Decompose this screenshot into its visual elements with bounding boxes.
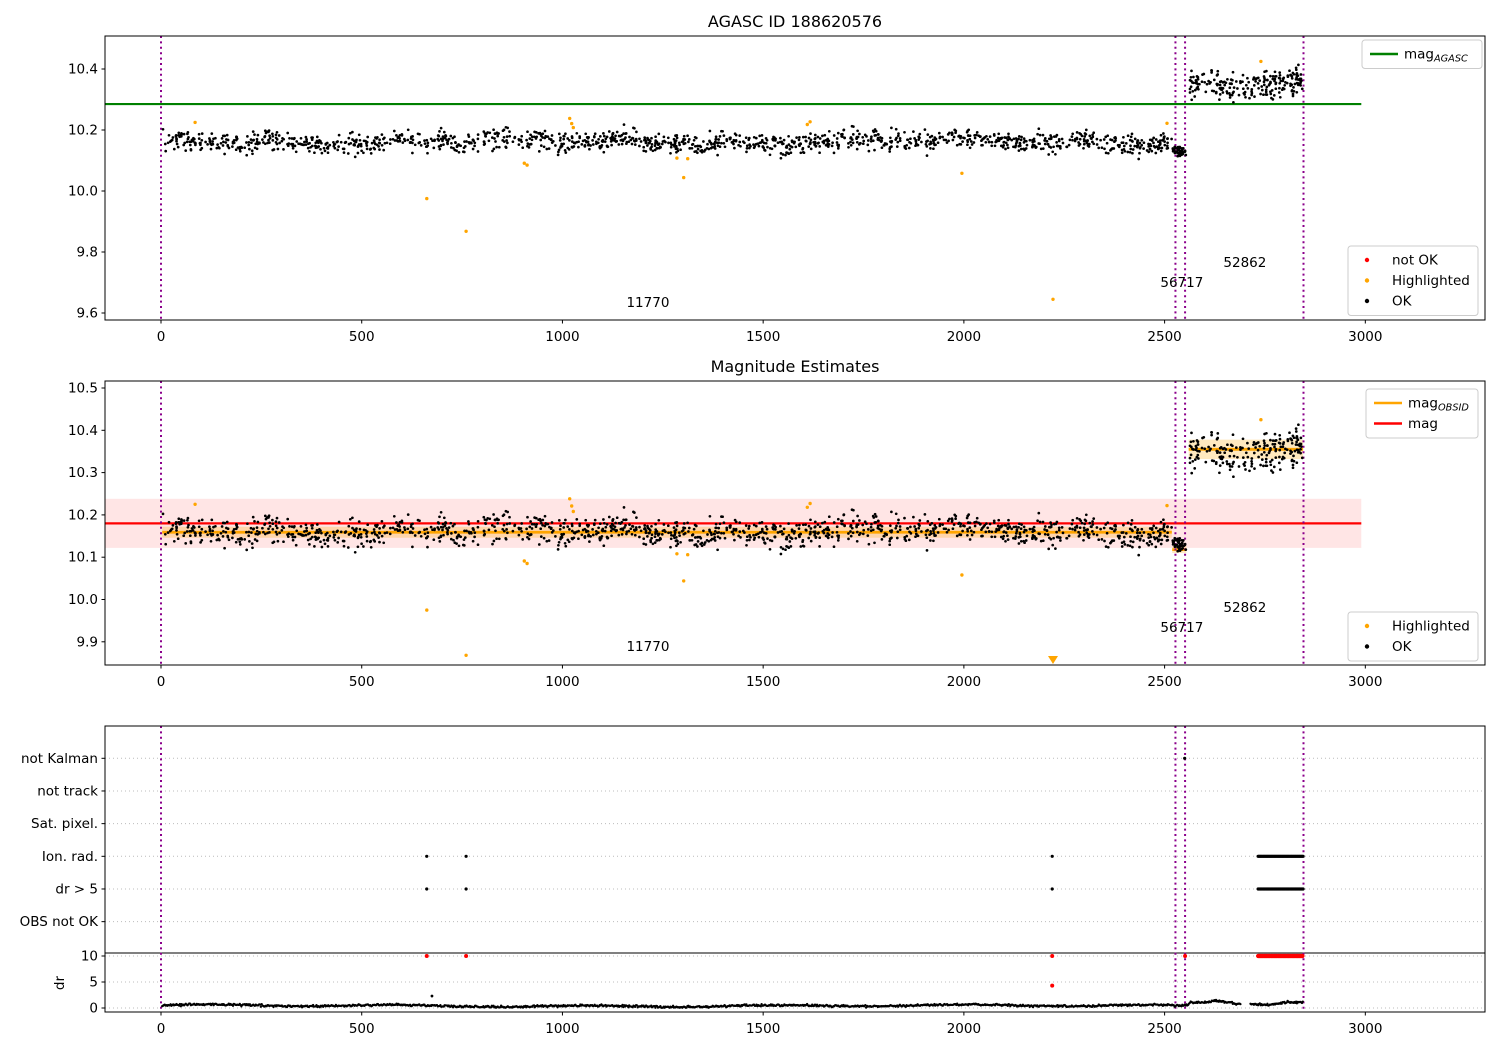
- obsid-annotation: 56717: [1160, 275, 1203, 291]
- scatter-highlighted: [193, 418, 1263, 657]
- clipped-point-marker: [1047, 656, 1058, 664]
- x-tick-label: 1500: [746, 329, 780, 345]
- x-tick-label: 2000: [947, 1021, 981, 1037]
- y-tick-label: 10.1: [68, 550, 98, 566]
- y-tick-label: 10.4: [68, 62, 98, 78]
- flag-category-label: dr > 5: [55, 881, 98, 897]
- x-tick-label: 1000: [545, 1021, 579, 1037]
- y-tick-label: 10.3: [68, 465, 98, 481]
- flag-points: [425, 756, 1305, 891]
- x-axis: 0 500 1000 1500 2000 2500 3000: [157, 1012, 1382, 1037]
- y-tick-label: 10.0: [68, 184, 98, 200]
- obsid-marker-vlines: [160, 36, 1305, 320]
- flag-category-label: Sat. pixel.: [31, 816, 98, 832]
- legend-label: magAGASC: [1404, 47, 1468, 65]
- x-tick-label: 3000: [1348, 674, 1382, 690]
- legend-label: Highlighted: [1392, 273, 1470, 289]
- x-tick-label: 2500: [1147, 1021, 1181, 1037]
- obsid-annotation: 52862: [1223, 600, 1266, 616]
- scatter-highlighted: [193, 59, 1263, 301]
- legend-label: magOBSID: [1408, 396, 1469, 414]
- dr-trace: [161, 998, 1304, 1009]
- plot-title: Magnitude Estimates: [711, 357, 880, 376]
- legend-label: OK: [1392, 639, 1413, 655]
- scatter-ok: [161, 63, 1304, 161]
- x-tick-label: 500: [349, 329, 375, 345]
- obsid-annotation: 56717: [1160, 620, 1203, 636]
- x-tick-label: 500: [349, 674, 375, 690]
- legend-marker-sample: [1364, 623, 1370, 629]
- plot-flags: 0 500 1000 1500 2000 2500 3000 not Kalman not tr…: [20, 725, 1486, 1037]
- legend-label: mag: [1408, 416, 1438, 432]
- flag-category-label: not track: [37, 783, 98, 799]
- y-axis: not Kalman not track Sat. pixel. Ion. rad. d…: [20, 751, 105, 1017]
- plot-mag-estimates: 11770 56717 52862 0 500 1000 1500 2000 2500 3000 9…: [68, 357, 1486, 690]
- dr-tick-label: 5: [89, 975, 98, 991]
- legend-mag-lines: magOBSID mag: [1365, 388, 1479, 439]
- x-tick-label: 1500: [746, 674, 780, 690]
- obsid-marker-vlines: [160, 726, 1305, 1012]
- y-axis: 9.6 9.8 10.0 10.2 10.4: [68, 62, 105, 322]
- obsid-annotations: 11770 56717 52862: [626, 600, 1266, 655]
- plot-agasc-mags: 11770 56717 52862 0 500 1000 1500 2000 2500 3000 9…: [68, 12, 1486, 345]
- legend-marker-sample: [1364, 278, 1370, 283]
- dr-not-ok-points: [424, 953, 1305, 988]
- plot-title: AGASC ID 188620576: [708, 12, 882, 31]
- obsid-annotations: 11770 56717 52862: [626, 255, 1266, 311]
- y-tick-label: 9.9: [77, 634, 98, 650]
- x-tick-label: 1000: [545, 674, 579, 690]
- dr-outlier-point: [430, 994, 434, 998]
- gridlines: [105, 757, 1485, 1009]
- legend-point-classes: not OK Highlighted OK: [1347, 245, 1479, 316]
- legend-label: not OK: [1392, 253, 1439, 269]
- dr-tick-label: 10: [81, 949, 98, 965]
- legend-label: OK: [1392, 294, 1413, 310]
- obsid-annotation: 11770: [626, 639, 669, 655]
- x-axis: 0 500 1000 1500 2000 2500 3000: [157, 665, 1382, 690]
- flag-category-label: Ion. rad.: [42, 849, 98, 865]
- obsid-annotation: 11770: [626, 295, 669, 311]
- flag-category-label: OBS not OK: [20, 914, 100, 930]
- x-tick-label: 1000: [545, 329, 579, 345]
- x-tick-label: 2000: [947, 674, 981, 690]
- x-tick-label: 0: [157, 1021, 166, 1037]
- y-axis: 9.9 10.0 10.1 10.2 10.3 10.4 10.5: [68, 381, 105, 650]
- x-tick-label: 2000: [947, 329, 981, 345]
- obsid-annotation: 52862: [1223, 255, 1266, 271]
- y-tick-label: 10.2: [68, 507, 98, 523]
- y-tick-label: 10.0: [68, 592, 98, 608]
- x-tick-label: 1500: [746, 1021, 780, 1037]
- dr-axis-label: dr: [52, 975, 68, 990]
- legend-label: Highlighted: [1392, 619, 1470, 635]
- dr-tick-label: 0: [89, 1001, 98, 1017]
- legend-marker-sample: [1364, 257, 1370, 263]
- obsid-marker-vlines: [160, 381, 1305, 665]
- legend-marker-sample: [1364, 644, 1370, 649]
- scatter-ok: [161, 423, 1304, 557]
- y-tick-label: 10.5: [68, 381, 98, 397]
- legend-marker-sample: [1364, 298, 1370, 304]
- mag-obsid-segments: [162, 439, 1304, 553]
- legend-mag-agasc: magAGASC: [1361, 39, 1483, 69]
- y-tick-label: 9.6: [77, 306, 98, 322]
- legend-point-classes: Highlighted OK: [1347, 611, 1479, 662]
- flag-category-label: not Kalman: [21, 751, 98, 767]
- x-tick-label: 500: [349, 1021, 375, 1037]
- y-tick-label: 9.8: [77, 245, 98, 261]
- x-axis: 0 500 1000 1500 2000 2500 3000: [157, 320, 1382, 345]
- x-tick-label: 2500: [1147, 674, 1181, 690]
- x-tick-label: 0: [157, 674, 166, 690]
- x-tick-label: 3000: [1348, 329, 1382, 345]
- x-tick-label: 0: [157, 329, 166, 345]
- y-tick-label: 10.4: [68, 423, 98, 439]
- y-tick-label: 10.2: [68, 123, 98, 139]
- x-tick-label: 3000: [1348, 1021, 1382, 1037]
- x-tick-label: 2500: [1147, 329, 1181, 345]
